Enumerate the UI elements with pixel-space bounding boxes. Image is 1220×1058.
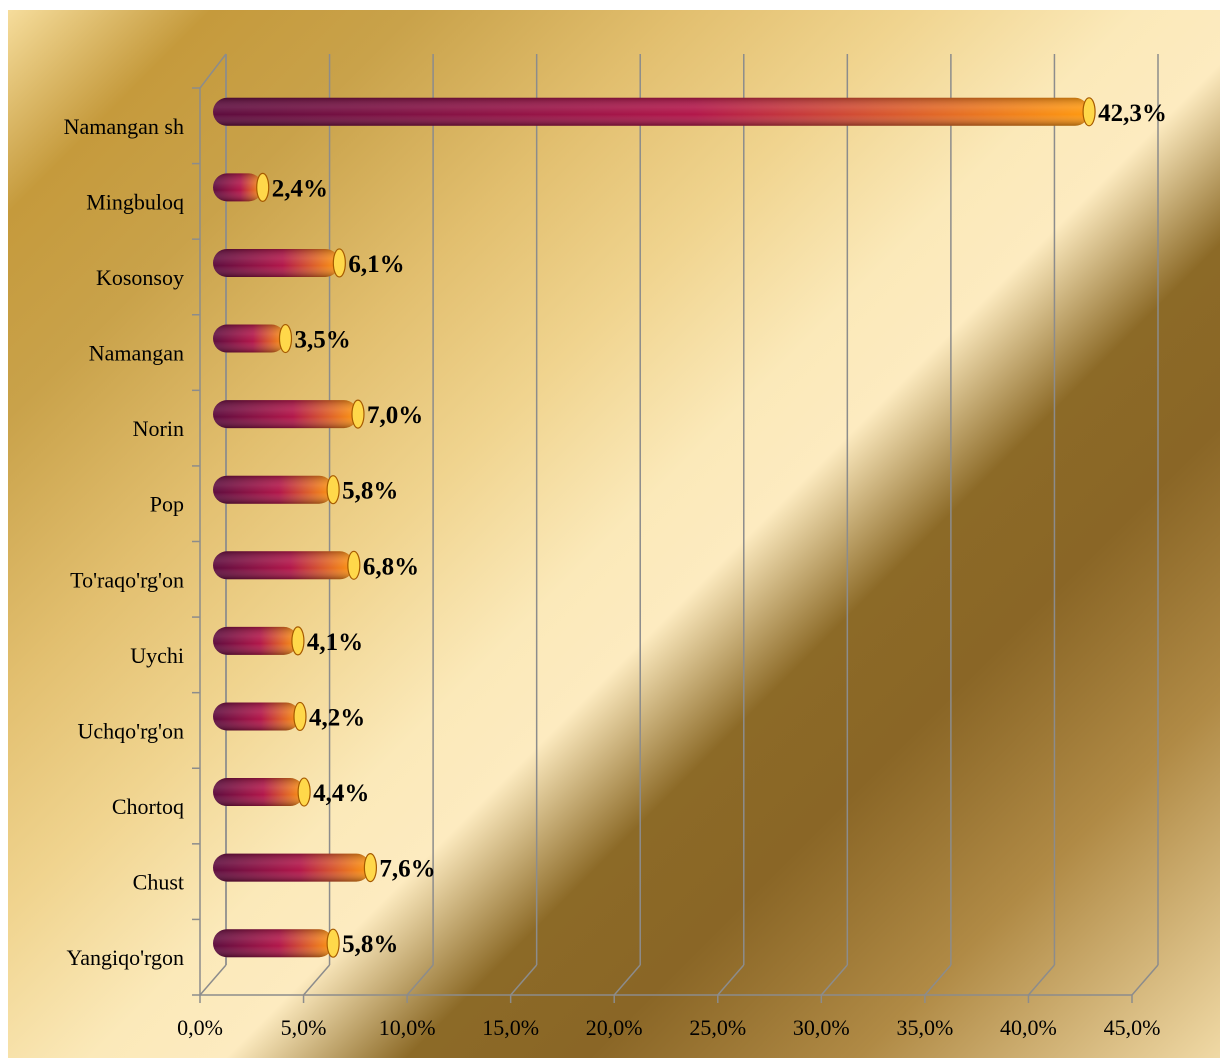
bar-shading [213,853,371,882]
bar [213,97,1096,127]
bar-cap [297,777,311,807]
value-label: 7,0% [367,402,423,429]
bar-shading [213,551,354,580]
value-label: 6,8% [363,553,419,580]
bar-shading [213,400,358,429]
bar [213,399,365,429]
value-label: 2,4% [272,175,328,202]
floor-gridline [510,964,538,996]
x-tick-label: 20,0% [586,1015,643,1040]
bar-cap [256,172,270,202]
category-label: Norin [133,416,184,441]
bar-shading [213,626,298,655]
category-label: Pop [150,492,184,517]
bar-shading [213,702,300,731]
category-label: Kosonsoy [96,265,184,290]
value-label: 3,5% [294,327,350,354]
bar-cap [326,928,340,958]
grid-layer [192,53,1159,1003]
bar [213,248,346,278]
category-label: Chortoq [112,794,184,819]
label-layer: 0,0% 5,0% 10,0% 15,0% 20,0% 25,0% 30,0% 35,0% 40… [64,100,1167,1040]
value-label: 6,1% [348,251,404,278]
value-label: 5,8% [342,478,398,505]
floor-gridline [199,964,227,996]
bar-shading [213,324,286,353]
value-label: 4,4% [313,780,369,807]
chart-area: 0,0% 5,0% 10,0% 15,0% 20,0% 25,0% 30,0% 35,0% 40… [8,10,1220,1058]
bar [213,626,305,656]
x-tick-label: 10,0% [379,1015,436,1040]
value-label: 4,1% [307,629,363,656]
bar-shading [213,173,263,202]
floor-gridline [302,964,331,996]
x-tick-label: 0,0% [177,1015,223,1040]
bar-cap [332,248,346,278]
bar-shading [213,929,334,958]
bar [213,323,293,354]
bar-cap [293,701,307,732]
bar-cap [1082,97,1096,127]
floor-gridline [613,964,641,996]
floor-gridline [1131,964,1159,996]
value-label: 5,8% [342,931,398,958]
category-label: Yangiqo'rgon [67,945,184,970]
x-tick-label: 5,0% [281,1015,327,1040]
x-tick-label: 15,0% [482,1015,539,1040]
floor-gridline [924,964,952,996]
bar [213,853,378,883]
bar-layer [213,97,1096,958]
category-label: Namangan sh [64,114,184,139]
bar-cap [326,475,340,505]
category-label: Mingbuloq [86,189,184,214]
bar-cap [278,323,293,354]
bar [213,475,340,505]
value-label: 7,6% [379,856,435,883]
value-label: 4,2% [309,704,365,731]
floor-gridline [1027,964,1056,996]
category-label: Namangan [89,341,184,366]
x-tick-label: 25,0% [689,1015,746,1040]
bar [213,550,361,580]
bar-cap [363,853,378,883]
value-label: 42,3% [1098,100,1167,127]
bar-shading [213,475,334,504]
category-label: Uychi [130,643,184,668]
left-wall-top-edge [199,53,227,89]
category-label: Uchqo'rg'on [77,718,184,743]
bar-shading [213,97,1090,126]
floor-gridline [820,964,848,996]
bar [213,928,340,958]
bar [213,777,311,807]
bar-shading [213,778,305,807]
bar-chart: 0,0% 5,0% 10,0% 15,0% 20,0% 25,0% 30,0% 35,0% 40… [64,53,1167,1040]
floor-gridline [717,964,745,996]
bar [213,701,307,732]
floor-gridline [406,964,434,996]
bar-cap [347,550,361,580]
category-label: To'raqo'rg'on [70,567,184,592]
x-tick-label: 35,0% [896,1015,953,1040]
bar-shading [213,248,340,277]
x-tick-label: 30,0% [793,1015,850,1040]
bar [213,172,270,202]
bar-cap [351,399,365,429]
bar-cap [291,626,305,656]
x-tick-label: 45,0% [1104,1015,1161,1040]
x-tick-label: 40,0% [1000,1015,1057,1040]
category-label: Chust [133,870,184,895]
